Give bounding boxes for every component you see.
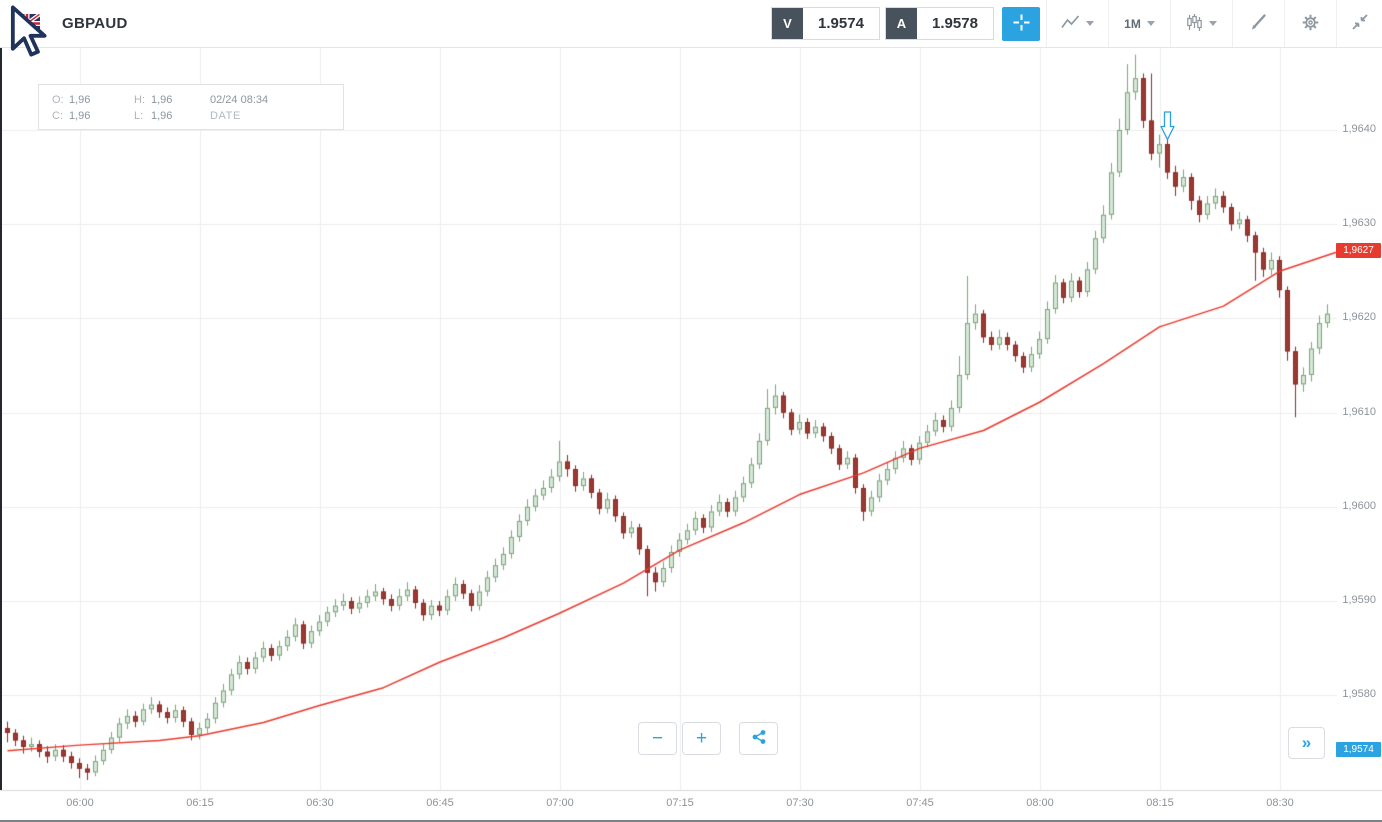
ma-price-tag: 1,9627 <box>1336 243 1381 258</box>
time-tick-label: 07:30 <box>786 797 814 809</box>
time-tick-label: 08:00 <box>1026 797 1054 809</box>
open-label: O: <box>52 94 64 106</box>
time-tick-label: 07:45 <box>906 797 934 809</box>
interval-button[interactable]: 1M <box>1108 0 1170 47</box>
buy-price: 1.9578 <box>932 15 978 32</box>
candle-style-button[interactable] <box>1170 0 1232 47</box>
price-tick-label: 1,9610 <box>1342 406 1376 418</box>
price-tick-label: 1,9590 <box>1342 594 1376 606</box>
brush-icon <box>1250 13 1268 34</box>
date-caption: DATE <box>210 110 241 122</box>
time-tick-label: 06:45 <box>426 797 454 809</box>
time-axis[interactable]: 06:00 06:15 06:30 06:45 07:00 07:15 07:30 07:45… <box>0 790 1382 820</box>
candle-datetime: 02/24 08:34 <box>210 94 269 106</box>
toolbar: GBPAUD V 1.9574 A 1.9578 <box>0 0 1382 48</box>
buy-button-label: A <box>886 8 917 39</box>
price-tick-label: 1,9630 <box>1342 217 1376 229</box>
scroll-to-recent-button[interactable]: » <box>1288 727 1325 759</box>
settings-button[interactable] <box>1284 0 1336 47</box>
price-tick-label: 1,9600 <box>1342 500 1376 512</box>
gear-icon <box>1301 13 1320 35</box>
zoom-out-button[interactable]: − <box>638 722 677 755</box>
chevron-down-icon <box>1209 21 1217 26</box>
price-tick-label: 1,9620 <box>1342 311 1376 323</box>
chevron-down-icon <box>1146 21 1155 26</box>
line-chart-icon <box>1061 14 1080 33</box>
time-tick-label: 06:30 <box>306 797 334 809</box>
chevron-down-icon <box>1086 21 1094 26</box>
candlestick-icon <box>1186 13 1203 34</box>
down-arrow-annotation[interactable] <box>1160 111 1175 146</box>
buy-button[interactable]: A 1.9578 <box>885 7 994 40</box>
sell-price: 1.9574 <box>818 15 864 32</box>
zoom-controls: − + <box>638 722 778 755</box>
time-tick-label: 06:15 <box>186 797 214 809</box>
time-tick-label: 06:00 <box>66 797 94 809</box>
share-button[interactable] <box>739 722 778 755</box>
interval-label: 1M <box>1124 16 1141 31</box>
close-label: C: <box>52 110 63 122</box>
low-value: 1,96 <box>151 110 173 122</box>
open-value: 1,96 <box>69 94 91 106</box>
collapse-button[interactable] <box>1336 0 1382 47</box>
price-axis[interactable]: 1,9640 1,9630 1,9620 1,9610 1,9600 1,9590 1,95… <box>1336 48 1382 790</box>
time-tick-label: 08:30 <box>1266 797 1294 809</box>
current-price-tag: 1,9574 <box>1336 742 1381 757</box>
time-tick-label: 07:00 <box>546 797 574 809</box>
crosshair-button[interactable] <box>1002 6 1040 41</box>
ohlc-info-box: O: 1,96 H: 1,96 02/24 08:34 C: 1,96 L: 1… <box>38 84 344 130</box>
time-tick-label: 08:15 <box>1146 797 1174 809</box>
chart-type-button[interactable] <box>1046 0 1108 47</box>
draw-button[interactable] <box>1232 0 1284 47</box>
zoom-in-button[interactable]: + <box>682 722 721 755</box>
high-value: 1,96 <box>151 94 173 106</box>
time-tick-label: 07:15 <box>666 797 694 809</box>
instrument-symbol: GBPAUD <box>62 15 128 32</box>
sell-button[interactable]: V 1.9574 <box>771 7 880 40</box>
window-bottom-edge <box>0 820 1382 822</box>
share-icon <box>751 729 767 749</box>
price-tick-label: 1,9640 <box>1342 123 1376 135</box>
close-value: 1,96 <box>69 110 91 122</box>
window-left-edge <box>0 48 2 790</box>
collapse-icon <box>1351 13 1369 34</box>
high-label: H: <box>134 94 145 106</box>
instrument-flag-icon <box>14 14 40 38</box>
price-tick-label: 1,9580 <box>1342 688 1376 700</box>
crosshair-icon <box>1013 14 1030 34</box>
sell-button-label: V <box>772 8 803 39</box>
low-label: L: <box>134 110 144 122</box>
